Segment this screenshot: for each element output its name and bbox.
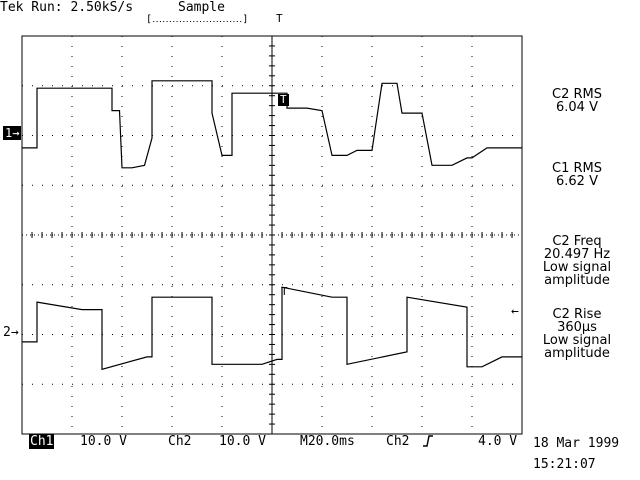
measurement-note: amplitude [544,273,610,288]
ch2-trigger-marker: T [281,285,288,298]
trigger-level[interactable]: 4.0 V [478,434,518,449]
ch1-ground-marker[interactable]: 1→ [3,126,22,140]
measurement-label: C1 RMS [552,161,602,176]
measurement-note: Low signal [542,333,612,348]
measurement-c2-freq: C2 Freq 20.497 Hz Low signal amplitude [530,235,624,287]
trigger-point-marker: T [278,93,289,106]
trigger-source[interactable]: Ch2 [386,434,410,449]
trace-ch2 [22,286,522,371]
measurement-c1-rms: C1 RMS 6.62 V [530,162,624,188]
measurement-label: C2 Freq [552,234,602,249]
measurement-value: 6.04 V [556,100,598,115]
trigger-position-marker: T [276,12,283,25]
measurement-value: 20.497 Hz [543,247,611,262]
ch2-label[interactable]: Ch2 [168,434,192,449]
measurement-c2-rise: C2 Rise 360µs Low signal amplitude [530,308,624,360]
acquisition-status: Tek Run: 2.50kS/s [0,0,134,15]
ch1-scale[interactable]: 10.0 V [80,434,127,449]
measurement-c2-rms: C2 RMS 6.04 V [530,88,624,114]
measurement-value: 360µs [557,320,597,335]
time: 15:21:07 [533,457,596,472]
timebase[interactable]: M20.0ms [300,434,355,449]
measurement-note: Low signal [542,260,612,275]
ch1-label[interactable]: Ch1 [29,434,55,449]
measurement-label: C2 RMS [552,87,602,102]
measurement-note: amplitude [544,346,610,361]
measurement-value: 6.62 V [556,174,598,189]
trigger-level-arrow[interactable]: ← [511,304,519,319]
ch2-ground-marker[interactable]: 2→ [3,325,19,340]
measurement-label: C2 Rise [552,307,602,322]
date: 18 Mar 1999 [533,436,620,451]
rising-edge-icon [423,435,433,447]
acquisition-mode: Sample [178,0,225,15]
ch2-scale[interactable]: 10.0 V [219,434,266,449]
trigger-position-bracket: [․․․․․․․․․․․․․․․․․․․․․․․․․․․] [146,14,249,25]
graticule [21,35,523,435]
